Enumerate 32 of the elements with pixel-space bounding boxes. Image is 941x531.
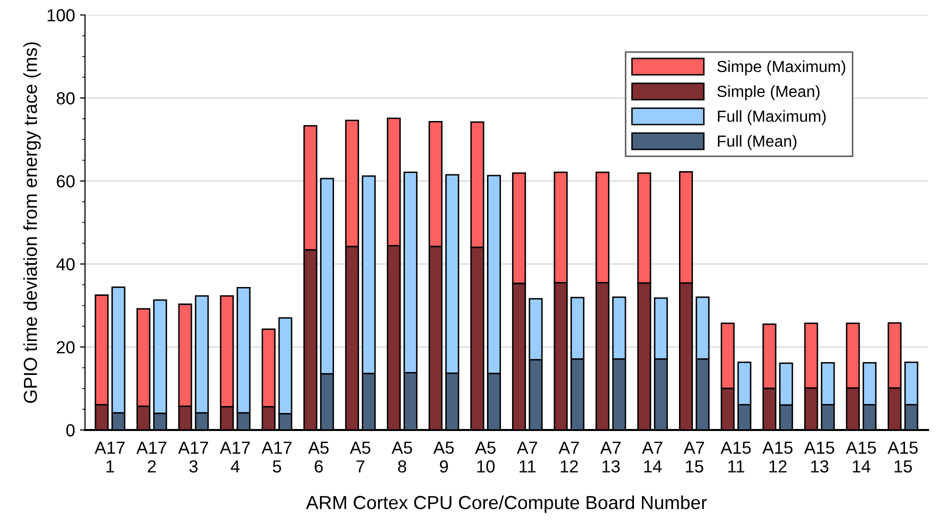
x-tick-label: A7 14	[642, 442, 662, 472]
x-tick-label: A5 6	[308, 442, 329, 473]
x-tick-label: A5 10	[475, 442, 496, 473]
x-tick-label: A5 9	[433, 442, 454, 473]
y-axis-title: GPIO time deviation from energy trace (ms)	[23, 42, 41, 403]
y-tick-label: 60	[56, 175, 75, 188]
x-tick-label: A15 14	[846, 442, 876, 472]
x-tick-label: A17 5	[262, 442, 292, 473]
legend-label: Full (Mean)	[718, 135, 796, 150]
legend-label: Full (Maximum)	[718, 110, 826, 126]
y-tick-label: 100	[48, 9, 75, 22]
x-tick-label: A7 11	[516, 442, 538, 472]
x-tick-label: A17 1	[94, 442, 125, 472]
x-tick-label: A15 11	[720, 442, 751, 472]
x-tick-label: A17 3	[178, 442, 208, 473]
x-tick-label: A15 13	[804, 442, 834, 473]
x-tick-label: A7 15	[684, 442, 704, 473]
legend-label: Simpe (Maximum)	[717, 60, 846, 76]
x-axis-title: ARM Cortex CPU Core/Compute Board Number	[306, 495, 707, 513]
legend-label: Simple (Mean)	[717, 85, 820, 100]
x-tick-label: A15 15	[888, 442, 918, 473]
y-tick-label: 0	[66, 424, 75, 436]
y-tick-label: 40	[56, 258, 75, 270]
x-tick-label: A17 2	[136, 442, 166, 472]
y-tick-label: 20	[56, 341, 75, 354]
x-tick-label: A7 13	[600, 442, 621, 473]
x-tick-label: A5 7	[350, 442, 370, 472]
x-tick-label: A5 8	[392, 442, 412, 473]
x-tick-label: A7 12	[558, 442, 579, 472]
y-tick-label: 80	[56, 92, 75, 104]
x-tick-label: A15 12	[762, 442, 792, 472]
x-tick-label: A17 4	[220, 442, 250, 472]
